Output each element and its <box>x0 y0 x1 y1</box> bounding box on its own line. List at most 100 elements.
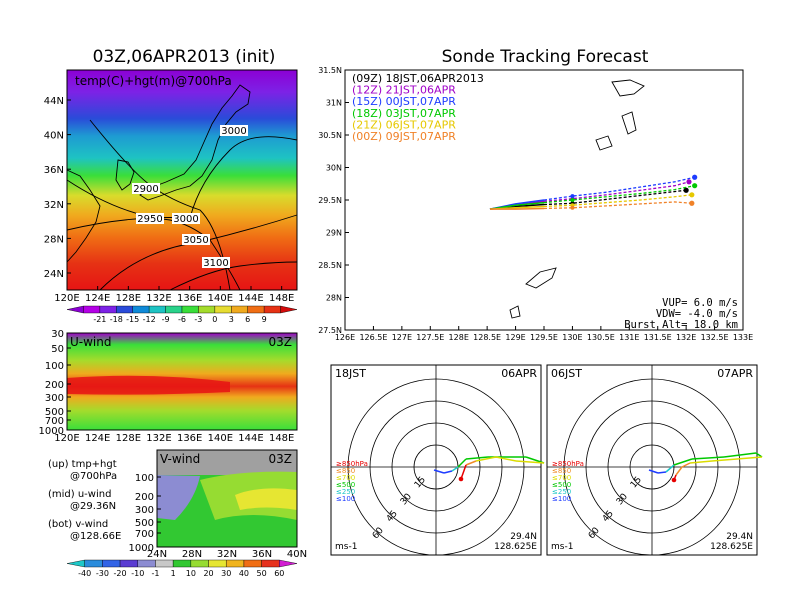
track-y-ticks: 31.5N 31N 30.5N 30N 29.5N 29N 28.5N 28N 27.5N <box>318 66 349 335</box>
hodograph-level-label: ≥850hPa <box>336 460 368 468</box>
u-wind-x-tick-label: 148E <box>269 433 294 444</box>
china-coastline <box>66 169 101 263</box>
contour-label: 2950 <box>137 214 162 225</box>
track-line-dashed <box>543 176 695 201</box>
track-mid-point <box>570 194 575 199</box>
hodograph-level-label: ≤250 <box>552 488 571 496</box>
hodograph-segment <box>433 469 445 474</box>
track-end-point <box>689 192 695 198</box>
wind-colorbar-cell <box>155 559 174 568</box>
temp-colorbar-label: -12 <box>143 315 156 324</box>
temp-colorbar-cell <box>280 305 298 314</box>
temp-colorbar-label: -15 <box>126 315 139 324</box>
track-end-point <box>692 174 698 180</box>
track-x-tick-label: 130E <box>562 333 582 342</box>
map-y-ticks: 44N 40N 36N 32N 28N 24N <box>44 96 71 280</box>
track-y-tick-label: 29N <box>326 229 342 238</box>
hodograph-segment <box>648 469 659 474</box>
track-x-tick-label: 126.5E <box>359 333 387 342</box>
v-wind-time: 03Z <box>269 452 293 466</box>
track-mid-point <box>570 198 575 202</box>
hodograph-segment <box>691 456 725 460</box>
contour-label: 3000 <box>221 126 246 137</box>
contour-label: 3100 <box>203 258 228 269</box>
contour-label: 3000 <box>173 214 198 225</box>
wind-colorbar-label: 40 <box>239 569 249 578</box>
contour-2900 <box>89 119 231 291</box>
panel-legend-notes: (up) tmp+hgt@700hPa (mid) u-wind@29.36N (b… <box>48 459 121 542</box>
wind-colorbar-label: -10 <box>131 569 144 578</box>
temp-colorbar-cell <box>148 305 166 314</box>
u-wind-y-tick-label: 100 <box>45 361 64 372</box>
v-wind-x-tick-label: 24N <box>147 549 167 560</box>
hodograph-lon: 128.625E <box>494 542 537 552</box>
temp-colorbar-cell <box>165 305 183 314</box>
hodograph-level-label: ≤500 <box>552 481 571 489</box>
track-x-tick-label: 133E <box>733 333 753 342</box>
v-wind-y-tick-label: 300 <box>135 505 154 516</box>
param-vup: VUP= 6.0 m/s <box>662 297 738 309</box>
temperature-field <box>67 70 297 290</box>
v-wind-negative <box>157 475 200 520</box>
temp-colorbar-label: -6 <box>178 315 186 324</box>
temp-colorbar-cell <box>263 305 281 314</box>
u-wind-x-tick-label: 132E <box>146 433 171 444</box>
wind-colorbar-cell <box>172 559 192 568</box>
wind-colorbar-cell <box>102 559 121 568</box>
u-wind-y-tick-label: 1000 <box>39 426 64 437</box>
wind-colorbar-cell <box>137 559 156 568</box>
track-line-dashed <box>543 189 687 206</box>
hodograph-level-label: ≤100 <box>336 495 355 503</box>
legend-note-line2: @29.36N <box>70 501 116 512</box>
hodograph-end-point <box>458 476 464 482</box>
hodograph-lon: 128.625E <box>710 542 753 552</box>
track-x-tick-label: 126E <box>335 333 355 342</box>
track-legend: (09Z) 18JST,06APR2013(12Z) 21JST,06APR(1… <box>352 72 484 143</box>
legend-note-line1: (bot) v-wind <box>48 519 108 530</box>
legend-note-line1: (mid) u-wind <box>48 489 111 500</box>
track-x-ticks: 126E 126.5E 127E 127.5E 128E 128.5E 129E 129.5E… <box>335 326 753 342</box>
map-y-tick-label: 40N <box>44 131 64 142</box>
temp-colorbar-label: 3 <box>229 315 234 324</box>
track-legend-entry: (09Z) 18JST,06APR2013 <box>352 72 484 85</box>
track-x-tick-label: 128E <box>449 333 469 342</box>
map-x-tick-label: 136E <box>177 293 202 304</box>
u-wind-x-tick-label: 124E <box>85 433 110 444</box>
hodograph-segment <box>460 464 467 480</box>
hodograph-segment <box>673 458 693 466</box>
track-legend-entry: (18Z) 03JST,07APR <box>352 107 456 120</box>
u-wind-label: U-wind <box>70 335 111 349</box>
track-series <box>489 174 698 210</box>
temperature-colorbar: -21 -18 -15 -12 -9 -6 -3 0 3 6 9 <box>66 305 298 324</box>
island-amami <box>525 267 557 289</box>
wind-colorbar-label: -30 <box>96 569 109 578</box>
hodograph-segment <box>451 466 459 472</box>
map-field-label: temp(C)+hgt(m)@700hPa <box>75 74 232 88</box>
island-yakushima <box>595 135 613 151</box>
track-y-tick-label: 30.5N <box>318 131 342 140</box>
u-wind-x-tick-label: 140E <box>208 433 233 444</box>
contour-label-bg <box>172 213 200 224</box>
hodograph-segment <box>681 462 691 468</box>
hodograph-unit: ms-1 <box>551 542 573 552</box>
v-wind-y-tick-label: 1000 <box>129 543 154 554</box>
wind-colorbar-cell <box>84 559 103 568</box>
wind-colorbar-label: 10 <box>186 569 196 578</box>
track-line-solid <box>489 201 545 210</box>
u-wind-y-tick-label: 500 <box>45 407 64 418</box>
u-wind-y-tick-label: 300 <box>45 393 64 404</box>
legend-note-line1: (up) tmp+hgt <box>48 459 117 470</box>
v-wind-upper-band <box>157 450 297 475</box>
hodograph-segment <box>457 458 467 468</box>
hodograph-segment <box>465 460 477 466</box>
track-y-tick-label: 27.5N <box>318 326 342 335</box>
temp-colorbar-cell <box>66 305 84 314</box>
contour-3000 <box>66 136 298 231</box>
map-x-tick-label: 128E <box>116 293 141 304</box>
track-mid-point <box>570 205 575 210</box>
u-wind-x-tick-label: 144E <box>238 433 263 444</box>
track-end-point <box>692 183 698 189</box>
